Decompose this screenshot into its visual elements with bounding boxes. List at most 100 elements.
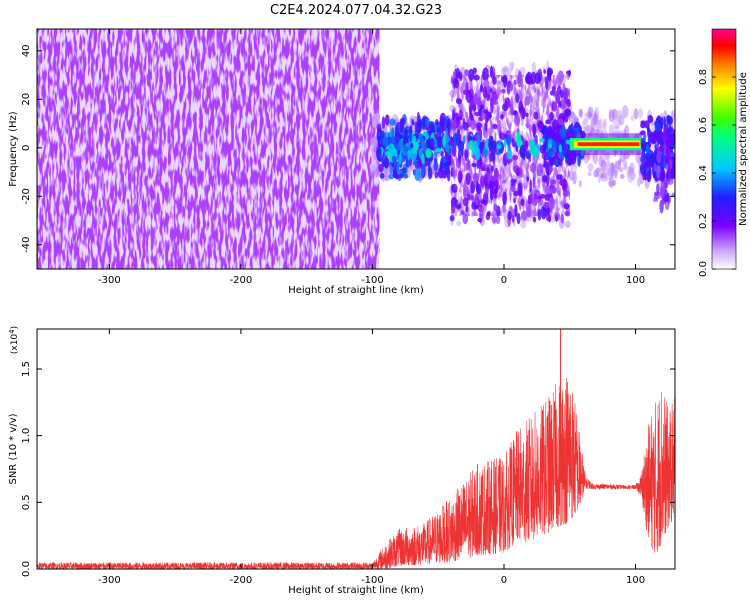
spectral-blob xyxy=(488,180,495,190)
spectral-blob xyxy=(446,118,452,128)
spectral-blob xyxy=(467,193,471,201)
spectral-blob xyxy=(374,171,380,178)
spectral-blob xyxy=(608,180,615,187)
spectral-blob xyxy=(452,144,457,158)
spectral-blob xyxy=(555,214,559,222)
spectral-blob xyxy=(665,146,671,158)
spectral-blob xyxy=(516,73,523,88)
spectral-blob xyxy=(663,179,669,189)
spectral-blob xyxy=(488,111,492,119)
spectral-blob xyxy=(416,111,420,126)
spectral-blob xyxy=(414,167,421,181)
spectral-blob xyxy=(645,143,650,154)
spectral-blob xyxy=(622,104,629,119)
spectral-blob xyxy=(609,162,614,175)
spectral-blob xyxy=(640,122,646,129)
spectral-blob xyxy=(603,167,611,181)
spectral-blob xyxy=(636,177,641,188)
spectral-blob xyxy=(427,166,433,180)
spectral-blob xyxy=(659,186,665,200)
spectral-blob xyxy=(392,155,397,163)
spectral-blob xyxy=(663,116,666,127)
spectral-blob xyxy=(422,116,426,129)
spectral-blob xyxy=(513,197,516,204)
spectral-blob xyxy=(453,77,456,90)
colorbar-tick-label: 0.2 xyxy=(698,213,709,229)
colorbar-tick-label: 0.0 xyxy=(698,261,709,277)
x-tick-label: -100 xyxy=(361,275,384,286)
spectral-blob xyxy=(579,108,583,119)
spectral-blob xyxy=(488,138,492,152)
spectral-blob xyxy=(442,134,447,148)
spectral-blob xyxy=(526,204,532,218)
spectral-blob xyxy=(493,179,499,187)
spectral-blob xyxy=(479,104,485,110)
spectral-blob xyxy=(554,141,557,151)
spectral-blob xyxy=(452,133,459,146)
spectrogram-frame xyxy=(36,28,676,270)
spectral-blob xyxy=(572,171,577,184)
spectral-blob xyxy=(473,92,478,106)
spectral-blob xyxy=(565,220,571,229)
spectral-blob xyxy=(666,114,671,124)
snr-x-label: Height of straight line (km) xyxy=(288,585,424,596)
spectral-blob xyxy=(596,119,602,125)
spectral-blob xyxy=(565,70,572,75)
spectral-blob xyxy=(465,172,471,186)
spectral-blob xyxy=(382,139,388,147)
spectral-blob xyxy=(478,116,483,122)
spectral-blob xyxy=(548,196,555,210)
x-tick-label: 0 xyxy=(501,275,507,286)
spectral-blob xyxy=(527,77,534,85)
spectral-blob xyxy=(656,142,659,149)
spectral-blob xyxy=(544,184,551,195)
spectral-blob xyxy=(502,191,508,206)
spectral-blob xyxy=(465,89,472,103)
spectral-blob xyxy=(513,165,520,174)
spectral-blob xyxy=(469,194,475,201)
spectral-blob xyxy=(602,121,607,135)
spectral-blob xyxy=(656,183,660,194)
spectral-blob xyxy=(510,185,516,193)
spectral-blob xyxy=(593,110,598,125)
spectral-blob xyxy=(503,139,507,148)
spectral-blob xyxy=(471,146,474,156)
spectral-blob xyxy=(441,122,444,134)
spectral-blob xyxy=(373,120,377,127)
colorbar-tick-label: 0.6 xyxy=(698,117,709,133)
spectral-blob xyxy=(495,150,501,156)
spectral-blob xyxy=(462,197,469,207)
spectral-blob xyxy=(533,111,539,120)
spectral-blob xyxy=(645,181,649,187)
spectral-blob xyxy=(559,179,566,187)
spectral-blob xyxy=(451,199,456,214)
spectral-blob xyxy=(445,143,450,153)
spectral-blob xyxy=(395,143,401,152)
snr-y-label: SNR (10 * v/v) xyxy=(8,413,19,484)
spectral-blob xyxy=(394,174,402,179)
colorbar-frame xyxy=(711,28,737,270)
spectral-blob xyxy=(443,161,451,167)
spectral-blob xyxy=(662,168,666,182)
spectral-blob xyxy=(520,198,525,206)
spectral-blob xyxy=(564,140,567,155)
spectral-blob xyxy=(660,154,664,164)
spectral-blob xyxy=(546,207,551,215)
spectrogram-y-axis: -40 -20 0 20 40 xyxy=(21,44,675,253)
spectral-blob xyxy=(399,151,402,165)
spectral-blob xyxy=(525,112,529,118)
spectral-blob xyxy=(409,131,413,143)
spectral-blob xyxy=(479,158,483,165)
spectral-blob xyxy=(533,198,538,207)
x-tick-label: -300 xyxy=(98,275,121,286)
spectral-blob xyxy=(377,137,382,148)
spectral-blob xyxy=(484,121,488,132)
spectral-blob xyxy=(524,96,531,106)
spectral-blob xyxy=(505,134,512,146)
spectral-blob xyxy=(454,64,458,71)
spectral-blob xyxy=(562,190,569,198)
spectral-blob xyxy=(480,175,485,188)
spectral-blob xyxy=(517,182,523,196)
spectral-blob xyxy=(508,82,514,92)
spectral-blob xyxy=(451,183,458,194)
